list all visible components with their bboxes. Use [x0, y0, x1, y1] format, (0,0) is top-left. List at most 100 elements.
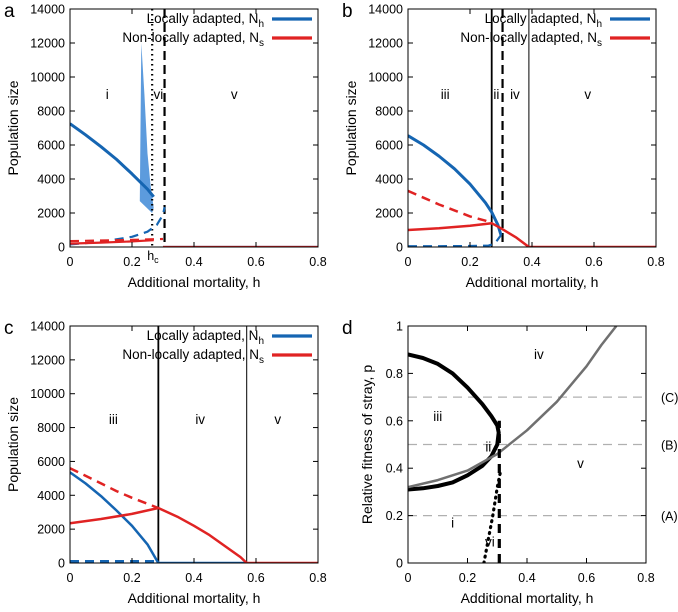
- x-tick-label: 0: [67, 571, 74, 585]
- series-line: [408, 326, 618, 489]
- panel-a: a 0 0.2 0.4 0.6 0.8 0 2000 4000 6000 8000 10000 1200…: [4, 1, 327, 290]
- legend-label-subscript: s: [259, 38, 264, 49]
- series-line: [70, 237, 164, 243]
- legend-label-main: Locally adapted, N: [485, 11, 597, 26]
- panel-d: d (A) (B) (C) 0 0.2 0.4 0.6 0.8 0 0.2 0.4 0.6 0.8 1 Add…: [342, 318, 678, 606]
- y-tick-label: 1: [396, 320, 403, 334]
- legend-label: Non-locally adapted, Ns: [122, 30, 264, 49]
- x-tick-label: 0.6: [247, 255, 264, 269]
- y-tick-label: 0: [396, 557, 403, 571]
- y-tick-label: 6000: [37, 139, 65, 153]
- y-tick-label: 0: [58, 557, 65, 571]
- legend-label-main: Non-locally adapted, N: [460, 30, 597, 45]
- reference-line-label: (C): [661, 391, 678, 405]
- y-axis-label: Population size: [343, 80, 359, 175]
- panel-letter: b: [342, 1, 353, 22]
- series-line: [408, 352, 501, 492]
- x-tick-label: 0.2: [123, 571, 140, 585]
- series-line: [70, 471, 160, 563]
- annotation-subscript: c: [154, 255, 159, 265]
- legend-label-subscript: s: [597, 38, 602, 49]
- x-tick-label: 0.6: [578, 571, 595, 585]
- region-label: iii: [441, 87, 450, 102]
- y-tick-label: 0.2: [386, 509, 403, 523]
- y-tick-label: 0.8: [386, 367, 403, 381]
- legend-label-subscript: h: [596, 19, 602, 30]
- y-tick-label: 10000: [368, 71, 403, 85]
- y-tick-label: 4000: [37, 489, 65, 503]
- legend-label: Locally adapted, Nh: [147, 11, 264, 30]
- y-axis-label: Population size: [5, 80, 21, 175]
- region-label: iv: [510, 87, 520, 102]
- x-tick-label: 0.4: [185, 255, 202, 269]
- y-axis-label: Relative fitness of stray, p: [359, 365, 375, 524]
- panel-letter: c: [4, 318, 14, 339]
- series-line: [408, 134, 503, 236]
- reference-line-label: (A): [661, 510, 678, 524]
- legend-label: Non-locally adapted, Ns: [122, 347, 264, 366]
- x-axis-label: Additional mortality, h: [466, 274, 599, 290]
- series-line: [70, 506, 318, 563]
- x-axis-label: Additional mortality, h: [461, 590, 594, 606]
- series-line: [70, 122, 155, 198]
- x-tick-label: 0.2: [461, 255, 478, 269]
- region-label: vi: [153, 87, 163, 102]
- y-tick-label: 8000: [37, 105, 65, 119]
- panel-letter: d: [342, 318, 353, 339]
- x-tick-label: 0: [405, 571, 412, 585]
- x-axis-label: Additional mortality, h: [128, 590, 261, 606]
- y-tick-label: 4000: [37, 173, 65, 187]
- y-tick-label: 12000: [30, 353, 65, 367]
- oscillation-band: [139, 43, 154, 213]
- legend-label: Locally adapted, Nh: [147, 328, 264, 347]
- legend-label-main: Locally adapted, N: [147, 11, 259, 26]
- annotation-main: h: [147, 249, 154, 263]
- y-tick-label: 0.6: [386, 414, 403, 428]
- region-label: i: [451, 515, 454, 530]
- legend-label: Locally adapted, Nh: [485, 11, 602, 30]
- reference-line-label: (B): [661, 439, 678, 453]
- x-axis-label: Additional mortality, h: [128, 274, 261, 290]
- y-tick-label: 14000: [30, 320, 65, 334]
- x-tick-label: 0: [67, 255, 74, 269]
- y-tick-label: 8000: [375, 105, 403, 119]
- y-tick-label: 12000: [30, 37, 65, 51]
- x-tick-label: 0.6: [247, 571, 264, 585]
- x-tick-label: 0.2: [123, 255, 140, 269]
- region-label: vi: [485, 534, 495, 549]
- series-line: [408, 189, 493, 225]
- region-label: v: [274, 412, 281, 427]
- y-tick-label: 6000: [375, 139, 403, 153]
- region-label: iii: [109, 412, 118, 427]
- y-tick-label: 4000: [375, 173, 403, 187]
- y-tick-label: 14000: [368, 3, 403, 17]
- region-label: iv: [195, 412, 205, 427]
- y-axis-label: Population size: [5, 397, 21, 492]
- region-label: v: [231, 87, 238, 102]
- panel-letter: a: [4, 1, 15, 22]
- x-tick-label: 0.4: [523, 255, 540, 269]
- region-label: ii: [485, 440, 491, 455]
- legend-label-subscript: h: [258, 19, 264, 30]
- x-tick-label: 0.4: [185, 571, 202, 585]
- y-tick-label: 10000: [30, 71, 65, 85]
- x-tick-label: 0.6: [585, 255, 602, 269]
- y-tick-label: 0.4: [386, 462, 403, 476]
- y-tick-label: 12000: [368, 37, 403, 51]
- y-tick-label: 2000: [37, 207, 65, 221]
- y-tick-label: 0: [396, 241, 403, 255]
- y-tick-label: 14000: [30, 3, 65, 17]
- x-tick-label: 0.8: [309, 571, 326, 585]
- x-tick-label: 0.4: [518, 571, 535, 585]
- region-label: v: [584, 87, 591, 102]
- y-tick-label: 2000: [37, 523, 65, 537]
- y-tick-label: 10000: [30, 387, 65, 401]
- series-line: [408, 221, 656, 247]
- series-line: [408, 234, 502, 247]
- panel-c: c 0 0.2 0.4 0.6 0.8 0 2000 4000 6000 8000 10000 1200…: [4, 318, 327, 606]
- series-line: [70, 467, 159, 510]
- annotation-label: hc: [147, 249, 159, 265]
- x-tick-label: 0.2: [459, 571, 476, 585]
- legend-label-main: Non-locally adapted, N: [122, 30, 259, 45]
